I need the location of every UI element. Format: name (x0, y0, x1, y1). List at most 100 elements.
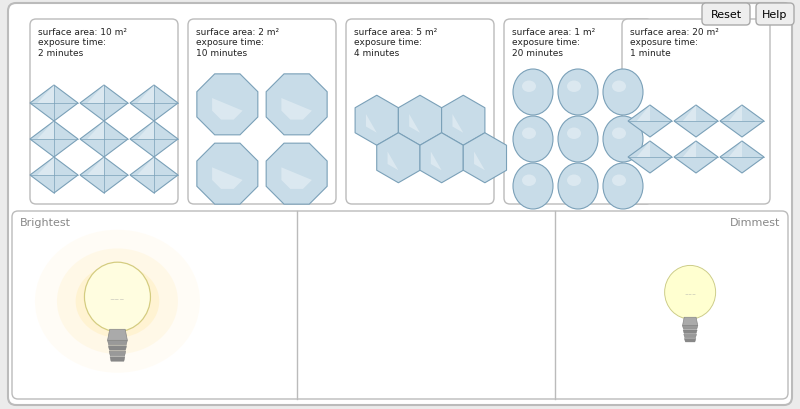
Polygon shape (130, 157, 178, 193)
Ellipse shape (85, 263, 150, 332)
Polygon shape (212, 99, 242, 120)
FancyBboxPatch shape (504, 20, 652, 204)
Polygon shape (80, 157, 128, 193)
Ellipse shape (522, 175, 536, 187)
Text: surface area: 1 m²
exposure time:
20 minutes: surface area: 1 m² exposure time: 20 min… (512, 28, 595, 58)
Polygon shape (197, 144, 258, 204)
Text: surface area: 2 m²
exposure time:
10 minutes: surface area: 2 m² exposure time: 10 min… (196, 28, 279, 58)
Polygon shape (282, 99, 312, 120)
Polygon shape (474, 152, 485, 171)
Polygon shape (87, 157, 104, 175)
Ellipse shape (558, 70, 598, 116)
Ellipse shape (76, 265, 159, 338)
FancyBboxPatch shape (756, 4, 794, 26)
FancyBboxPatch shape (30, 20, 178, 204)
FancyBboxPatch shape (702, 4, 750, 26)
Ellipse shape (567, 128, 581, 139)
Polygon shape (80, 122, 128, 157)
Polygon shape (30, 122, 78, 157)
Polygon shape (683, 330, 697, 334)
Text: surface area: 10 m²
exposure time:
2 minutes: surface area: 10 m² exposure time: 2 min… (38, 28, 127, 58)
Polygon shape (682, 317, 698, 326)
Polygon shape (387, 152, 398, 171)
Ellipse shape (567, 81, 581, 93)
Polygon shape (720, 142, 764, 173)
Ellipse shape (522, 128, 536, 139)
Polygon shape (87, 86, 104, 104)
FancyBboxPatch shape (12, 211, 788, 399)
Text: Dimmest: Dimmest (730, 218, 780, 227)
Polygon shape (107, 330, 127, 340)
Polygon shape (637, 142, 650, 157)
Ellipse shape (603, 70, 643, 116)
Polygon shape (38, 122, 54, 139)
Ellipse shape (603, 117, 643, 163)
FancyBboxPatch shape (346, 20, 494, 204)
Ellipse shape (567, 175, 581, 187)
Ellipse shape (558, 164, 598, 209)
Polygon shape (87, 122, 104, 139)
Polygon shape (674, 142, 718, 173)
Polygon shape (628, 106, 672, 138)
Polygon shape (30, 157, 78, 193)
Ellipse shape (513, 117, 553, 163)
FancyBboxPatch shape (8, 4, 792, 405)
Polygon shape (720, 106, 764, 138)
Polygon shape (38, 86, 54, 104)
Text: Help: Help (762, 10, 788, 20)
Ellipse shape (57, 249, 178, 354)
Polygon shape (266, 75, 327, 135)
Polygon shape (355, 96, 398, 146)
Polygon shape (110, 357, 125, 361)
Polygon shape (282, 168, 312, 189)
Ellipse shape (665, 266, 716, 319)
Polygon shape (138, 122, 154, 139)
Ellipse shape (513, 164, 553, 209)
Polygon shape (430, 152, 442, 171)
Polygon shape (409, 115, 420, 133)
Polygon shape (463, 133, 506, 183)
Text: ~~~: ~~~ (110, 297, 125, 302)
Polygon shape (109, 351, 126, 356)
Polygon shape (130, 122, 178, 157)
Polygon shape (420, 133, 463, 183)
Ellipse shape (612, 175, 626, 187)
Polygon shape (674, 106, 718, 138)
Polygon shape (628, 142, 672, 173)
Polygon shape (212, 168, 242, 189)
Ellipse shape (513, 70, 553, 116)
Polygon shape (685, 339, 696, 342)
Polygon shape (38, 157, 54, 175)
Polygon shape (684, 335, 697, 338)
Polygon shape (30, 86, 78, 122)
Ellipse shape (558, 117, 598, 163)
Ellipse shape (522, 81, 536, 93)
Polygon shape (637, 106, 650, 122)
Text: surface area: 20 m²
exposure time:
1 minute: surface area: 20 m² exposure time: 1 min… (630, 28, 719, 58)
Polygon shape (453, 115, 463, 133)
Polygon shape (729, 142, 742, 157)
Polygon shape (130, 86, 178, 122)
Polygon shape (682, 326, 698, 329)
Ellipse shape (603, 164, 643, 209)
Text: Reset: Reset (710, 10, 742, 20)
Text: ~~~: ~~~ (684, 292, 696, 297)
Polygon shape (266, 144, 327, 204)
FancyBboxPatch shape (622, 20, 770, 204)
Polygon shape (108, 346, 126, 351)
Polygon shape (80, 86, 128, 122)
Text: surface area: 5 m²
exposure time:
4 minutes: surface area: 5 m² exposure time: 4 minu… (354, 28, 438, 58)
Polygon shape (377, 133, 420, 183)
Polygon shape (442, 96, 485, 146)
Polygon shape (398, 96, 442, 146)
Ellipse shape (612, 81, 626, 93)
Polygon shape (682, 106, 696, 122)
Ellipse shape (35, 230, 200, 373)
FancyBboxPatch shape (188, 20, 336, 204)
Polygon shape (366, 115, 377, 133)
Polygon shape (682, 142, 696, 157)
Text: Brightest: Brightest (20, 218, 71, 227)
Polygon shape (138, 86, 154, 104)
Polygon shape (138, 157, 154, 175)
Polygon shape (729, 106, 742, 122)
